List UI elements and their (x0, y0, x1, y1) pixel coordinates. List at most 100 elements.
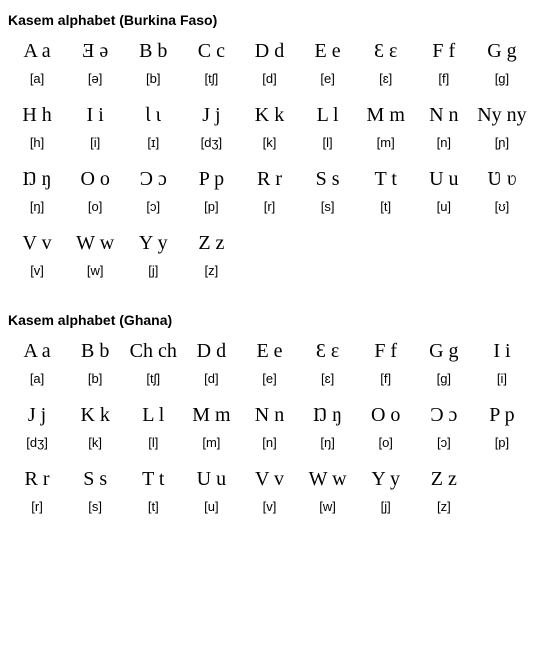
ipa-cell: [m] (182, 429, 240, 464)
letter-cell: R r (240, 164, 298, 193)
letter-cell: Ǝ ǝ (66, 36, 124, 65)
letter-cell: Ɛ ɛ (299, 336, 357, 365)
alphabet-grid: A aB bCh chD dE eƐ ɛF fG gI i[a][b][tʃ][… (8, 336, 531, 528)
ipa-cell: [ʊ] (473, 193, 531, 228)
letter-cell: F f (415, 36, 473, 65)
ipa-cell: [dʒ] (8, 429, 66, 464)
letter-cell: N n (415, 100, 473, 129)
ipa-cell: [ŋ] (299, 429, 357, 464)
letter-cell: W w (66, 228, 124, 257)
letter-cell: I i (473, 336, 531, 365)
letter-cell: K k (66, 400, 124, 429)
ipa-cell: [v] (8, 257, 66, 292)
empty-cell (299, 257, 357, 292)
empty-cell (240, 228, 298, 257)
letter-cell: O o (357, 400, 415, 429)
ipa-cell: [ɲ] (473, 129, 531, 164)
empty-cell (357, 228, 415, 257)
ipa-cell: [d] (240, 65, 298, 100)
ipa-cell: [l] (299, 129, 357, 164)
section-title: Kasem alphabet (Burkina Faso) (8, 12, 531, 28)
ipa-cell: [ɔ] (415, 429, 473, 464)
ipa-cell: [e] (240, 365, 298, 400)
letter-cell: Ny ny (473, 100, 531, 129)
ipa-cell: [b] (124, 65, 182, 100)
ipa-cell: [w] (66, 257, 124, 292)
ipa-cell: [u] (182, 493, 240, 528)
letter-cell: P p (473, 400, 531, 429)
ipa-cell: [k] (240, 129, 298, 164)
ipa-cell: [z] (182, 257, 240, 292)
letter-cell: Ɛ ɛ (357, 36, 415, 65)
letter-cell: V v (8, 228, 66, 257)
letter-cell: L l (299, 100, 357, 129)
ipa-cell: [k] (66, 429, 124, 464)
ipa-cell: [s] (299, 193, 357, 228)
letter-cell: Ch ch (124, 336, 182, 365)
letter-cell: U u (415, 164, 473, 193)
ipa-cell: [r] (240, 193, 298, 228)
ipa-cell: [l] (124, 429, 182, 464)
letter-cell: Ŋ ŋ (8, 164, 66, 193)
letter-cell: Ʋ ʋ (473, 164, 531, 193)
letter-cell: M m (182, 400, 240, 429)
letter-cell: D d (240, 36, 298, 65)
empty-cell (240, 257, 298, 292)
letter-cell: N n (240, 400, 298, 429)
empty-cell (473, 464, 531, 493)
letter-cell: T t (124, 464, 182, 493)
ipa-cell: [ɔ] (124, 193, 182, 228)
letter-cell: S s (299, 164, 357, 193)
letter-cell: P p (182, 164, 240, 193)
ipa-cell: [ɛ] (357, 65, 415, 100)
ipa-cell: [u] (415, 193, 473, 228)
empty-cell (357, 257, 415, 292)
letter-cell: Y y (124, 228, 182, 257)
letter-cell: Z z (182, 228, 240, 257)
ipa-cell: [o] (357, 429, 415, 464)
ipa-cell: [h] (8, 129, 66, 164)
letter-cell: K k (240, 100, 298, 129)
ipa-cell: [i] (473, 365, 531, 400)
letter-cell: J j (8, 400, 66, 429)
letter-cell: R r (8, 464, 66, 493)
letter-cell: E e (240, 336, 298, 365)
ipa-cell: [v] (240, 493, 298, 528)
ipa-cell: [f] (415, 65, 473, 100)
ipa-cell: [n] (415, 129, 473, 164)
section-title: Kasem alphabet (Ghana) (8, 312, 531, 328)
ipa-cell: [b] (66, 365, 124, 400)
ipa-cell: [r] (8, 493, 66, 528)
letter-cell: O o (66, 164, 124, 193)
empty-cell (299, 228, 357, 257)
ipa-cell: [t] (124, 493, 182, 528)
ipa-cell: [p] (182, 193, 240, 228)
letter-cell: A a (8, 336, 66, 365)
ipa-cell: [tʃ] (124, 365, 182, 400)
alphabet-section: Kasem alphabet (Ghana) A aB bCh chD dE eƐ… (8, 312, 531, 528)
letter-cell: U u (182, 464, 240, 493)
ipa-cell: [i] (66, 129, 124, 164)
letter-cell: Z z (415, 464, 473, 493)
ipa-cell: [m] (357, 129, 415, 164)
letter-cell: B b (66, 336, 124, 365)
ipa-cell: [ŋ] (8, 193, 66, 228)
ipa-cell: [t] (357, 193, 415, 228)
ipa-cell: [s] (66, 493, 124, 528)
ipa-cell: [ɪ] (124, 129, 182, 164)
ipa-cell: [a] (8, 65, 66, 100)
ipa-cell: [f] (357, 365, 415, 400)
letter-cell: T t (357, 164, 415, 193)
letter-cell: Y y (357, 464, 415, 493)
empty-cell (415, 228, 473, 257)
letter-cell: F f (357, 336, 415, 365)
letter-cell: Ɔ ɔ (124, 164, 182, 193)
ipa-cell: [j] (124, 257, 182, 292)
letter-cell: Ɔ ɔ (415, 400, 473, 429)
ipa-cell: [g] (473, 65, 531, 100)
letter-cell: V v (240, 464, 298, 493)
ipa-cell: [d] (182, 365, 240, 400)
letter-cell: L l (124, 400, 182, 429)
ipa-cell: [w] (299, 493, 357, 528)
letter-cell: D d (182, 336, 240, 365)
